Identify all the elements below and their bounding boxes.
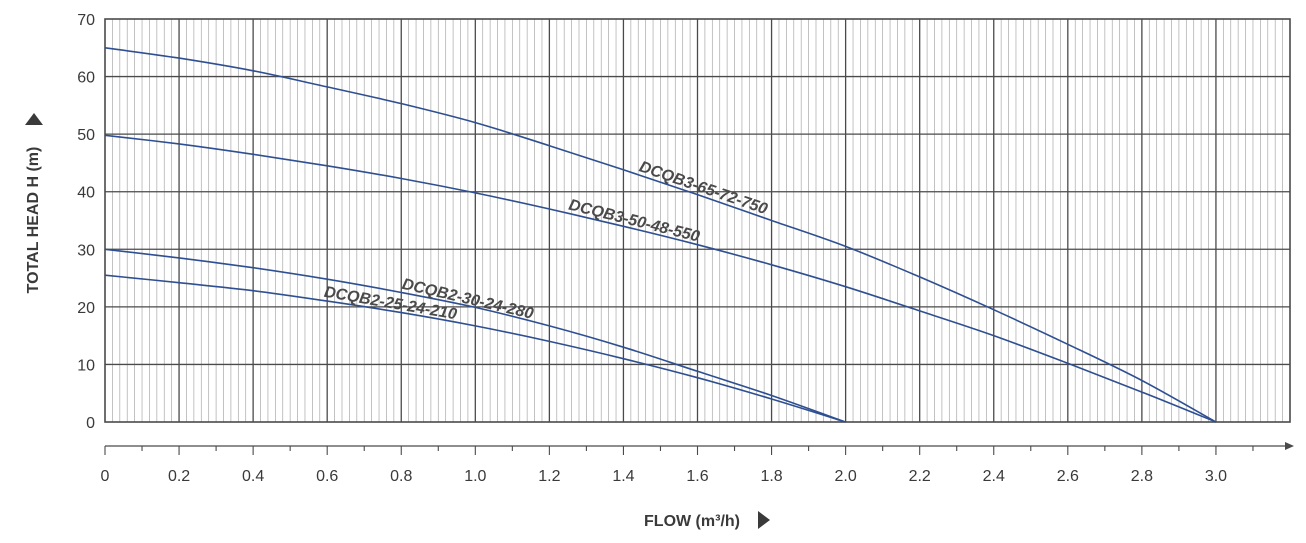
- x-tick-label: 2.4: [983, 468, 1005, 485]
- y-tick-label: 70: [77, 12, 95, 29]
- x-tick-label: 2.2: [909, 468, 931, 485]
- plot-frame: [104, 18, 1291, 423]
- y-tick-label: 10: [77, 357, 95, 374]
- x-tick-labels: 0 0.2 0.4 0.6 0.8 1.0 1.2 1.4 1.6 1.8 2.0 2.2 2.4 2.6…: [101, 468, 1228, 485]
- y-tick-label: 40: [77, 185, 95, 202]
- x-tick-label: 1.0: [464, 468, 486, 485]
- series-curve: [104, 134, 1217, 423]
- y-tick-label: 0: [86, 415, 95, 432]
- x-axis-title: FLOW (m³/h): [644, 513, 740, 530]
- y-tick-label: 60: [77, 70, 95, 87]
- major-grid: [105, 19, 1290, 422]
- x-tick-label: 0.6: [316, 468, 338, 485]
- x-tick-label: 0.4: [242, 468, 264, 485]
- series-label: DCQB3-65-72-750: [637, 159, 770, 219]
- x-tick-label: 1.8: [760, 468, 782, 485]
- series-labels: DCQB3-65-72-750DCQB3-50-48-550DCQB2-30-2…: [323, 159, 770, 324]
- y-tick-labels: 0 10 20 30 40 50 60 70: [77, 12, 95, 432]
- x-tick-label: 1.6: [686, 468, 708, 485]
- x-axis-title-arrow-icon: [758, 511, 770, 529]
- x-tick-label: 0: [101, 468, 110, 485]
- x-axis-ticks: [104, 446, 1254, 455]
- x-tick-label: 3.0: [1205, 468, 1227, 485]
- y-tick-label: 30: [77, 242, 95, 259]
- y-axis-title: TOTAL HEAD H (m): [25, 147, 42, 294]
- series-curve: [104, 248, 846, 423]
- y-axis-title-arrow-icon: [25, 113, 43, 125]
- y-tick-label: 20: [77, 300, 95, 317]
- curves: [104, 47, 1217, 423]
- series-curve: [104, 47, 1217, 423]
- x-tick-label: 0.8: [390, 468, 412, 485]
- series-curve: [104, 274, 846, 423]
- x-tick-label: 1.2: [538, 468, 560, 485]
- series-label: DCQB3-50-48-550: [567, 197, 702, 246]
- x-tick-label: 2.0: [835, 468, 857, 485]
- x-axis: [104, 442, 1294, 455]
- y-tick-label: 50: [77, 127, 95, 144]
- x-tick-label: 0.2: [168, 468, 190, 485]
- minor-grid: [112, 19, 1283, 422]
- x-tick-label: 2.8: [1131, 468, 1153, 485]
- x-tick-label: 1.4: [612, 468, 634, 485]
- x-axis-arrow-icon: [1285, 442, 1294, 450]
- x-tick-label: 2.6: [1057, 468, 1079, 485]
